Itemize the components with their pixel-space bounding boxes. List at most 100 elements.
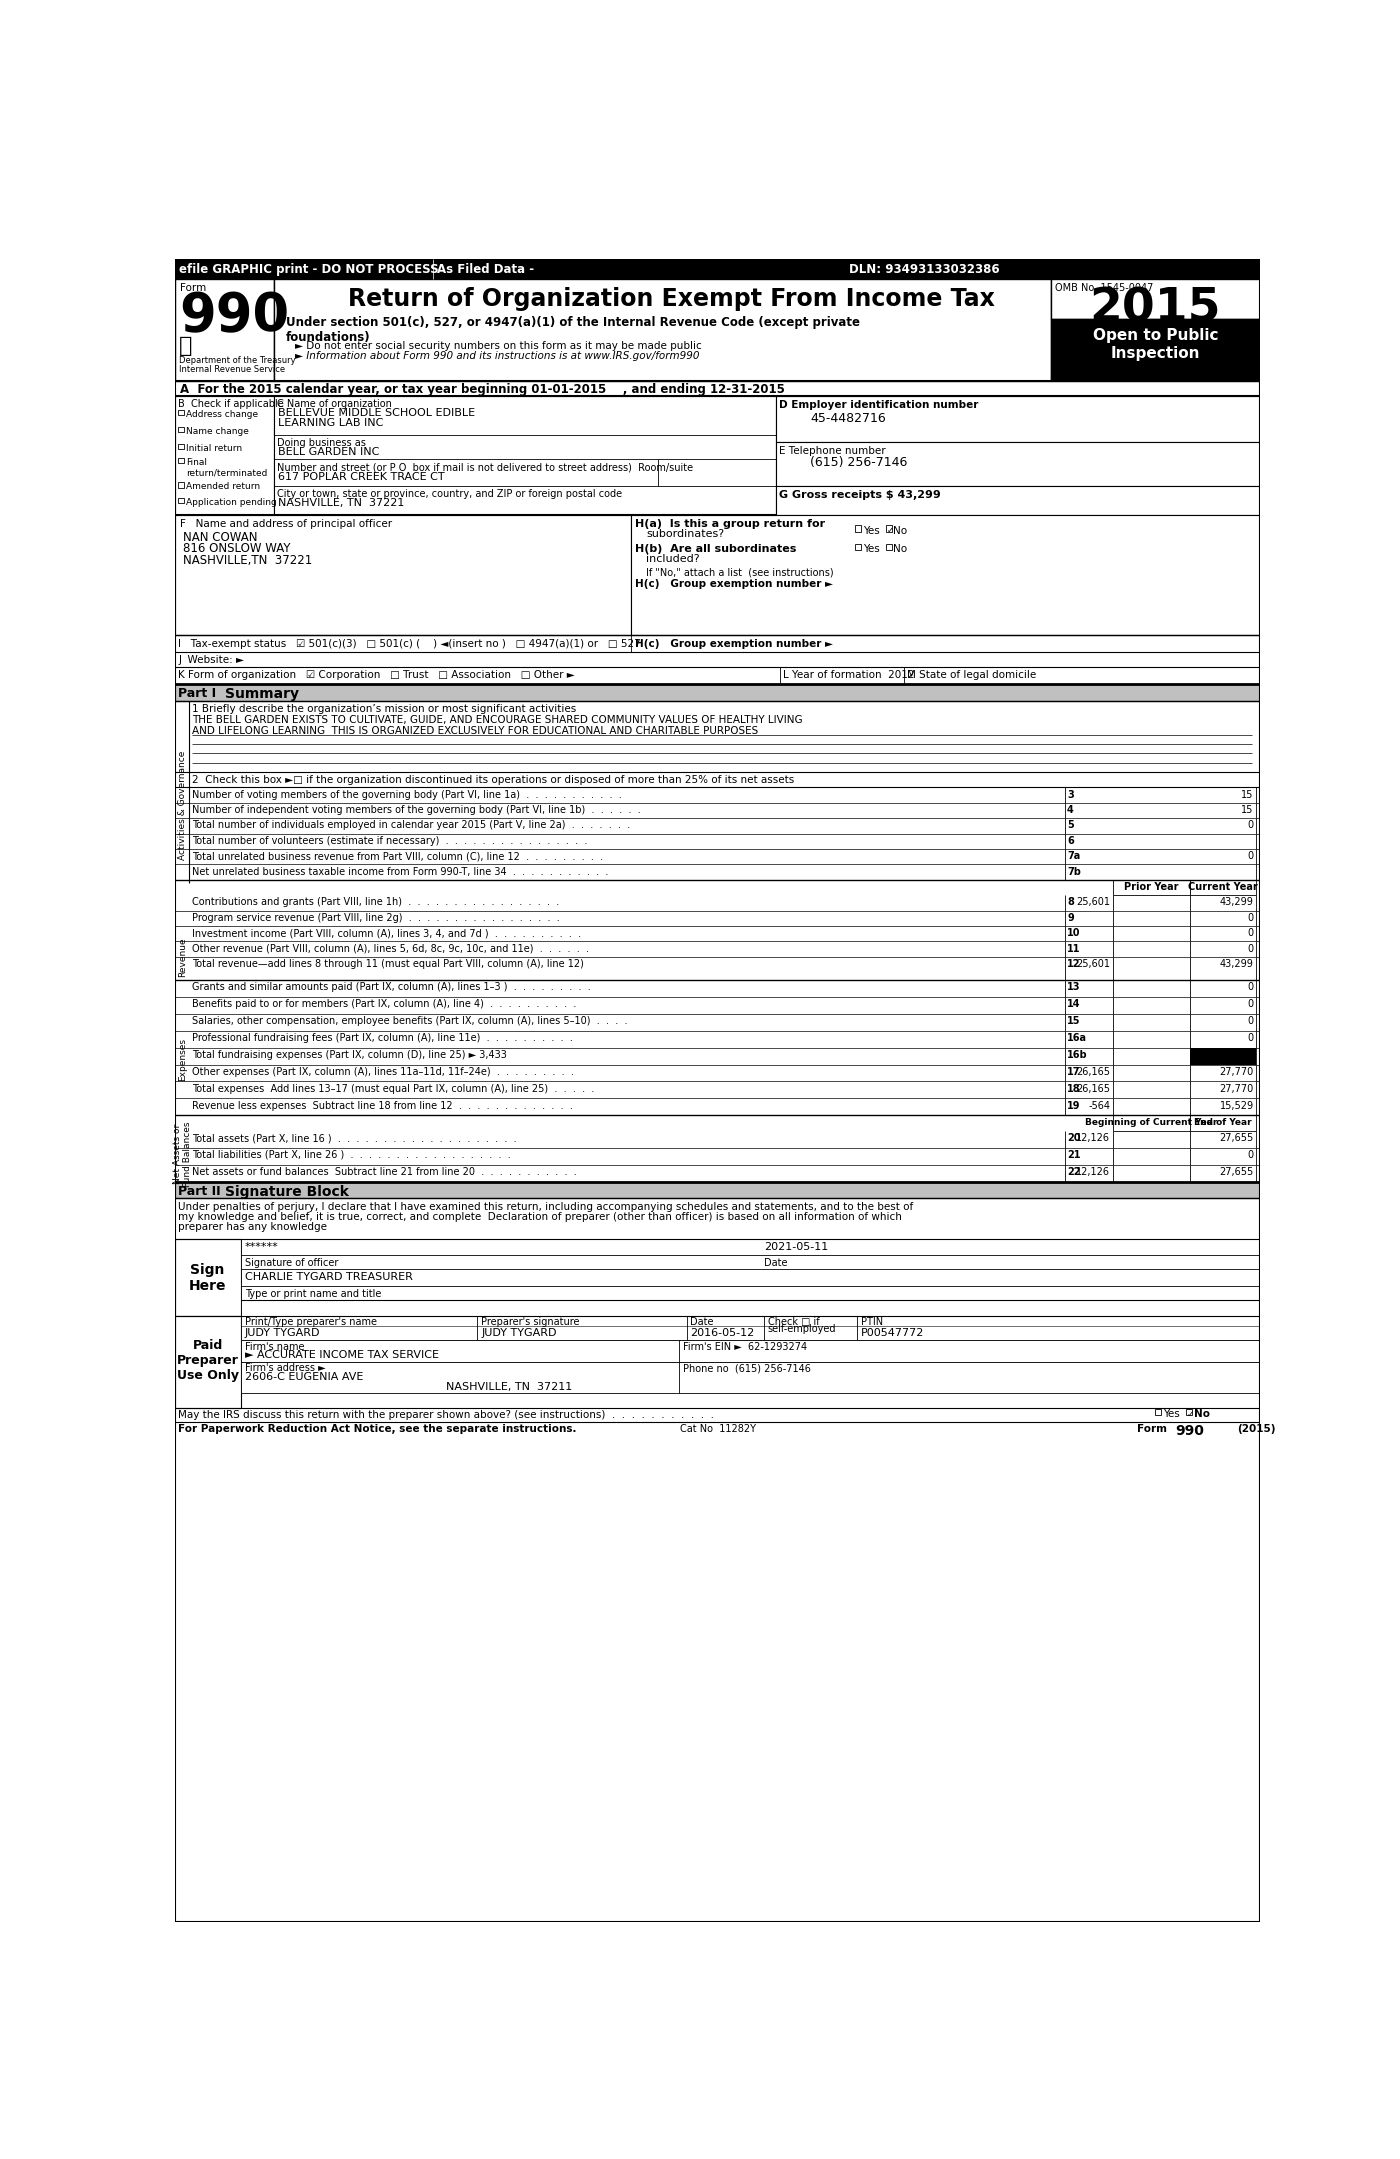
Text: 21: 21 xyxy=(1067,1151,1081,1159)
Bar xyxy=(175,395,274,566)
Text: DLN: 93493133032386: DLN: 93493133032386 xyxy=(850,263,1000,276)
Text: 25,601: 25,601 xyxy=(1077,898,1110,907)
Bar xyxy=(175,1315,241,1408)
Bar xyxy=(178,410,183,415)
Text: 7a: 7a xyxy=(1067,851,1081,861)
Text: 1 Briefly describe the organization’s mission or most significant activities: 1 Briefly describe the organization’s mi… xyxy=(192,704,577,715)
Bar xyxy=(630,516,1260,635)
Text: A  For the 2015 calendar year, or tax year beginning 01-01-2015    , and ending : A For the 2015 calendar year, or tax yea… xyxy=(179,382,784,395)
Text: ► Information about Form 990 and its instructions is at www.IRS.gov/form990: ► Information about Form 990 and its ins… xyxy=(295,352,700,361)
Text: Summary: Summary xyxy=(225,687,300,702)
Text: H(c)   Group exemption number ►: H(c) Group exemption number ► xyxy=(634,639,833,648)
Text: 0: 0 xyxy=(1247,851,1254,861)
Bar xyxy=(1113,1116,1190,1131)
Text: H(c)   Group exemption number ►: H(c) Group exemption number ► xyxy=(634,579,833,589)
Text: ✓: ✓ xyxy=(888,525,895,535)
Text: OMB No  1545-0047: OMB No 1545-0047 xyxy=(1054,283,1154,294)
Text: Under penalties of perjury, I declare that I have examined this return, includin: Under penalties of perjury, I declare th… xyxy=(178,1203,913,1211)
Text: 2015: 2015 xyxy=(1089,285,1221,330)
Text: 0: 0 xyxy=(1247,1151,1254,1159)
Text: 45-4482716: 45-4482716 xyxy=(811,412,886,425)
Text: JUDY TYGARD: JUDY TYGARD xyxy=(482,1328,557,1339)
Text: Number and street (or P O  box if mail is not delivered to street address)  Room: Number and street (or P O box if mail is… xyxy=(277,462,693,473)
Text: H(b)  Are all subordinates: H(b) Are all subordinates xyxy=(634,544,797,555)
Text: 990: 990 xyxy=(179,289,290,341)
Text: efile GRAPHIC print - DO NOT PROCESS: efile GRAPHIC print - DO NOT PROCESS xyxy=(179,263,438,276)
Text: Preparer's signature: Preparer's signature xyxy=(482,1317,580,1328)
Text: No: No xyxy=(1194,1410,1210,1418)
Text: Part I: Part I xyxy=(178,687,216,700)
Text: my knowledge and belief, it is true, correct, and complete  Declaration of prepa: my knowledge and belief, it is true, cor… xyxy=(178,1211,902,1222)
Text: 15: 15 xyxy=(1242,805,1254,814)
Bar xyxy=(886,544,892,551)
Text: Signature of officer: Signature of officer xyxy=(245,1259,339,1267)
Bar xyxy=(1051,320,1260,380)
Text: self-employed: self-employed xyxy=(767,1323,836,1334)
Text: Check □ if: Check □ if xyxy=(767,1317,819,1328)
Text: (2015): (2015) xyxy=(1236,1425,1275,1434)
Text: City or town, state or province, country, and ZIP or foreign postal code: City or town, state or province, country… xyxy=(277,490,622,499)
Text: 4: 4 xyxy=(1067,805,1074,814)
Text: 990: 990 xyxy=(1175,1425,1204,1438)
Text: Total expenses  Add lines 13–17 (must equal Part IX, column (A), line 25)  .  . : Total expenses Add lines 13–17 (must equ… xyxy=(192,1084,595,1095)
Text: LEARNING LAB INC: LEARNING LAB INC xyxy=(279,419,384,427)
Bar xyxy=(175,279,274,380)
Text: 43,299: 43,299 xyxy=(1219,959,1254,969)
Text: Yes: Yes xyxy=(864,544,881,555)
Text: End of Year: End of Year xyxy=(1194,1118,1252,1127)
Bar xyxy=(776,443,1260,486)
Text: As Filed Data -: As Filed Data - xyxy=(437,263,533,276)
Bar xyxy=(776,395,1260,443)
Text: Firm's address ►: Firm's address ► xyxy=(245,1362,325,1373)
Text: Final
return/terminated: Final return/terminated xyxy=(186,458,267,477)
Bar xyxy=(241,1315,1260,1341)
Text: Beginning of Current Year: Beginning of Current Year xyxy=(1085,1118,1218,1127)
Text: Ⓣ: Ⓣ xyxy=(179,337,192,356)
Text: Contributions and grants (Part VIII, line 1h)  .  .  .  .  .  .  .  .  .  .  .  : Contributions and grants (Part VIII, lin… xyxy=(192,898,559,907)
Text: Revenue: Revenue xyxy=(178,937,188,976)
Text: For Paperwork Reduction Act Notice, see the separate instructions.: For Paperwork Reduction Act Notice, see … xyxy=(178,1425,577,1434)
Text: 15: 15 xyxy=(1242,790,1254,799)
Text: 27,770: 27,770 xyxy=(1219,1067,1254,1077)
Text: Number of independent voting members of the governing body (Part VI, line 1b)  .: Number of independent voting members of … xyxy=(192,805,641,814)
Text: CHARLIE TYGARD TREASURER: CHARLIE TYGARD TREASURER xyxy=(245,1272,413,1282)
Text: Form: Form xyxy=(179,283,206,294)
Text: 12,126: 12,126 xyxy=(1077,1166,1110,1177)
Text: ✓: ✓ xyxy=(1187,1410,1194,1418)
Bar xyxy=(175,1239,241,1315)
Text: ******: ****** xyxy=(245,1241,279,1252)
Bar xyxy=(241,1341,1260,1362)
Text: Phone no  (615) 256-7146: Phone no (615) 256-7146 xyxy=(683,1362,811,1373)
Text: I   Tax-exempt status   ☑ 501(c)(3)   □ 501(c) (    ) ◄(insert no )   □ 4947(a)(: I Tax-exempt status ☑ 501(c)(3) □ 501(c)… xyxy=(178,639,641,648)
Text: J  Website: ►: J Website: ► xyxy=(178,654,244,665)
Text: 6: 6 xyxy=(1067,836,1074,846)
Bar xyxy=(1155,1410,1161,1414)
Text: Other revenue (Part VIII, column (A), lines 5, 6d, 8c, 9c, 10c, and 11e)  .  .  : Other revenue (Part VIII, column (A), li… xyxy=(192,943,589,954)
Bar xyxy=(1190,879,1256,896)
Text: THE BELL GARDEN EXISTS TO CULTIVATE, GUIDE, AND ENCOURAGE SHARED COMMUNITY VALUE: THE BELL GARDEN EXISTS TO CULTIVATE, GUI… xyxy=(192,715,802,725)
Bar xyxy=(1186,1410,1191,1414)
Text: 12: 12 xyxy=(1067,959,1081,969)
Text: Salaries, other compensation, employee benefits (Part IX, column (A), lines 5–10: Salaries, other compensation, employee b… xyxy=(192,1017,627,1026)
Text: Under section 501(c), 527, or 4947(a)(1) of the Internal Revenue Code (except pr: Under section 501(c), 527, or 4947(a)(1)… xyxy=(286,315,860,343)
Text: 5: 5 xyxy=(1067,820,1074,831)
Bar xyxy=(241,1362,1260,1393)
Text: H(a)  Is this a group return for: H(a) Is this a group return for xyxy=(634,520,825,529)
Text: Print/Type preparer's name: Print/Type preparer's name xyxy=(245,1317,377,1328)
Text: Yes: Yes xyxy=(864,525,881,535)
Text: (615) 256-7146: (615) 256-7146 xyxy=(811,456,907,469)
Text: Open to Public
Inspection: Open to Public Inspection xyxy=(1092,328,1218,361)
Text: G Gross receipts $ 43,299: G Gross receipts $ 43,299 xyxy=(778,490,941,501)
Text: L Year of formation  2012: L Year of formation 2012 xyxy=(783,669,914,680)
Text: Total assets (Part X, line 16 )  .  .  .  .  .  .  .  .  .  .  .  .  .  .  .  . : Total assets (Part X, line 16 ) . . . . … xyxy=(192,1133,517,1142)
Text: Application pending: Application pending xyxy=(186,499,277,507)
Text: PTIN: PTIN xyxy=(861,1317,883,1328)
Text: Program service revenue (Part VIII, line 2g)  .  .  .  .  .  .  .  .  .  .  .  .: Program service revenue (Part VIII, line… xyxy=(192,913,560,922)
Text: 16a: 16a xyxy=(1067,1032,1086,1043)
Text: Prior Year: Prior Year xyxy=(1124,883,1179,892)
Text: 0: 0 xyxy=(1247,820,1254,831)
Text: Net unrelated business taxable income from Form 990-T, line 34  .  .  .  .  .  .: Net unrelated business taxable income fr… xyxy=(192,866,609,877)
Bar xyxy=(175,1181,1260,1198)
Text: 14: 14 xyxy=(1067,1000,1081,1008)
Text: Total unrelated business revenue from Part VIII, column (C), line 12  .  .  .  .: Total unrelated business revenue from Pa… xyxy=(192,851,603,861)
